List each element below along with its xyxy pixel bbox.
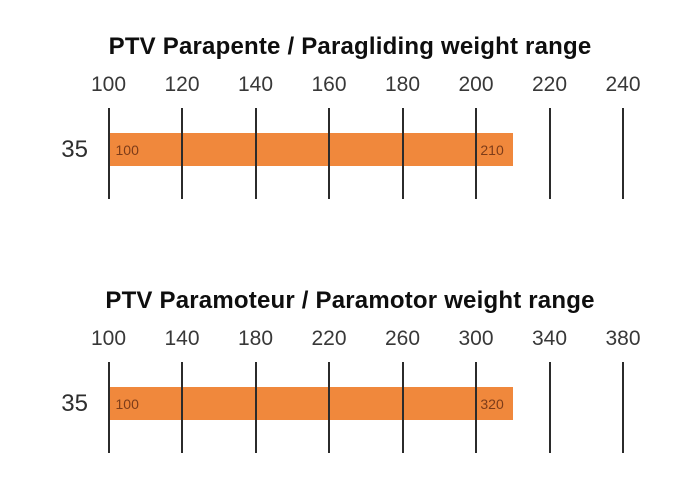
- axis-gridline: [622, 362, 624, 453]
- plot-area: 100 120 140 160 180 200 220 240 100 210: [0, 0, 700, 247]
- axis-tick-label: 120: [164, 73, 200, 96]
- axis-gridline: [328, 362, 330, 453]
- axis-gridline: [622, 108, 624, 199]
- axis-gridline: [401, 108, 404, 199]
- axis-tick-label: 340: [531, 327, 568, 350]
- axis-tick-label: 380: [605, 327, 641, 350]
- range-bar: 100 320: [108, 387, 513, 420]
- axis-tick-label: 180: [384, 73, 421, 96]
- axis-tick-label: 260: [384, 327, 421, 350]
- axis-tick-label: 140: [164, 327, 200, 350]
- row-label: 35: [61, 390, 88, 417]
- axis-tick-label: 240: [605, 73, 641, 96]
- axis-tick-label: 220: [531, 73, 568, 96]
- plot-area: 100 140 180 220 260 300 340 380 100 320: [0, 254, 700, 501]
- chart-title: PTV Parapente / Paragliding weight range: [108, 33, 592, 60]
- chart-title: PTV Paramoteur / Paramotor weight range: [105, 287, 595, 314]
- axis-gridline: [181, 362, 183, 453]
- range-bar: 100 210: [108, 133, 513, 166]
- axis-gridline: [475, 108, 477, 199]
- axis-tick-label: 220: [311, 327, 347, 350]
- axis-tick-label: 100: [90, 327, 127, 350]
- axis-tick-label: 300: [458, 327, 494, 350]
- bar-max-value-label: 320: [480, 395, 504, 412]
- bar-min-value-label: 100: [115, 141, 139, 158]
- bar-min-value-label: 100: [115, 395, 139, 412]
- row-label: 35: [61, 136, 88, 163]
- axis-tick-label: 200: [458, 73, 494, 96]
- axis-gridline: [401, 362, 404, 453]
- paramotor-weight-range-chart: PTV Paramoteur / Paramotor weight range …: [0, 254, 700, 501]
- paragliding-weight-range-chart: PTV Parapente / Paragliding weight range…: [0, 0, 700, 247]
- axis-gridline: [328, 108, 330, 199]
- axis-tick-label: 100: [90, 73, 127, 96]
- axis-tick-label: 160: [311, 73, 347, 96]
- axis-tick-label: 180: [237, 327, 274, 350]
- bar-max-value-label: 210: [480, 141, 504, 158]
- axis-gridline: [254, 108, 257, 199]
- axis-gridline: [475, 362, 477, 453]
- axis-gridline: [107, 362, 110, 453]
- axis-gridline: [254, 362, 257, 453]
- axis-gridline: [548, 108, 551, 199]
- axis-gridline: [181, 108, 183, 199]
- axis-gridline: [107, 108, 110, 199]
- axis-tick-label: 140: [237, 73, 274, 96]
- axis-gridline: [548, 362, 551, 453]
